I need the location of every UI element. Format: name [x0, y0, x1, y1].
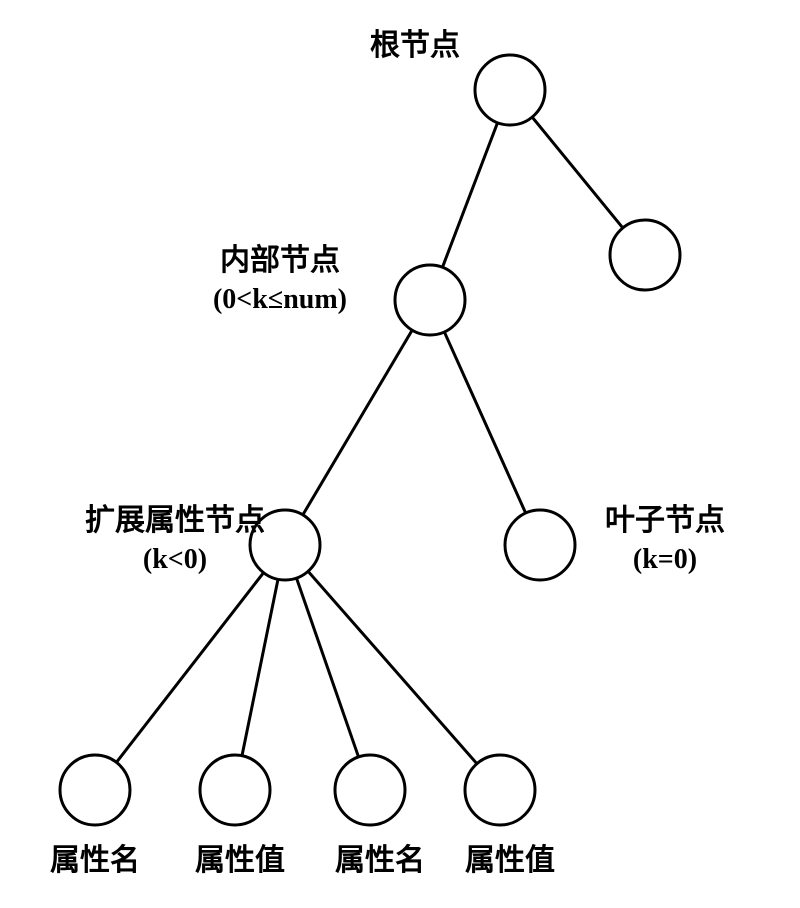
- edge-internal-leaf: [444, 332, 525, 513]
- ext-label-line1: 扩展属性节点: [85, 504, 265, 537]
- node-attr4: [465, 755, 535, 825]
- edges-layer: [116, 117, 622, 764]
- edge-ext-attr1: [116, 573, 263, 763]
- leaf-label-line2: (k=0): [633, 544, 697, 575]
- edge-internal-ext: [303, 330, 412, 515]
- internal-label-line1: 内部节点: [220, 243, 340, 277]
- nodes-layer: [60, 55, 680, 825]
- attr4-label: 属性值: [465, 844, 555, 877]
- root-label: 根节点: [370, 29, 460, 62]
- ext-label-line2: (k<0): [143, 544, 207, 575]
- node-internal: [395, 265, 465, 335]
- attr1-label: 属性名: [50, 844, 140, 877]
- node-attr2: [200, 755, 270, 825]
- attr2-label: 属性值: [195, 844, 285, 877]
- leaf-label-line1: 叶子节点: [605, 504, 725, 537]
- edge-ext-attr4: [308, 571, 477, 763]
- edge-ext-attr3: [296, 578, 358, 757]
- node-leaf: [505, 510, 575, 580]
- tree-diagram: 根节点 内部节点 (0<k≤num) 扩展属性节点 (k<0) 叶子节点 (k=…: [0, 0, 800, 908]
- edge-ext-attr2: [242, 579, 278, 755]
- internal-label-line2: (0<k≤num): [213, 284, 347, 315]
- node-right1: [610, 220, 680, 290]
- edge-root-internal: [442, 123, 497, 268]
- attr3-label: 属性名: [335, 844, 425, 877]
- edge-root-right1: [532, 117, 623, 228]
- node-attr3: [335, 755, 405, 825]
- node-root: [475, 55, 545, 125]
- node-attr1: [60, 755, 130, 825]
- labels-layer: 根节点 内部节点 (0<k≤num) 扩展属性节点 (k<0) 叶子节点 (k=…: [50, 29, 725, 877]
